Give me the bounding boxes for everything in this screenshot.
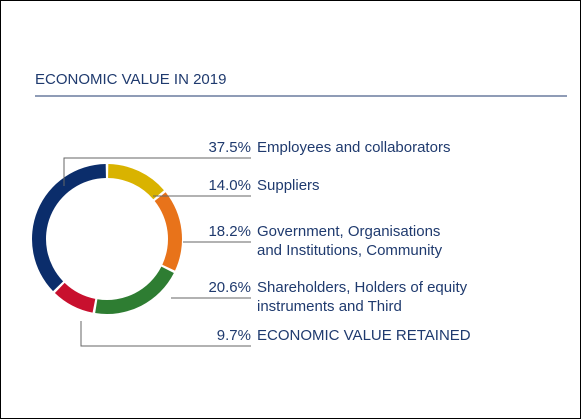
value-label: 18.2% [208,223,251,240]
category-label: Suppliers [257,177,320,194]
value-label: 37.5% [208,139,251,156]
value-label: 14.0% [208,177,251,194]
category-label: Employees and collaborators [257,139,451,156]
leader-line [63,157,251,186]
chart-title: ECONOMIC VALUE IN 2019 [35,71,227,88]
donut-segment [95,266,174,314]
donut-segment [54,282,96,313]
category-label: ECONOMIC VALUE RETAINED [257,327,471,344]
donut-segment [31,164,106,292]
value-label: 9.7% [216,327,251,344]
category-label: Shareholders, Holders of equity instrume… [257,279,468,315]
value-label: 20.6% [208,279,251,296]
donut-segment [108,164,164,200]
donut-segment [154,192,182,271]
category-label: Government, Organisations and Institutio… [257,223,443,259]
leader-line [80,321,251,347]
